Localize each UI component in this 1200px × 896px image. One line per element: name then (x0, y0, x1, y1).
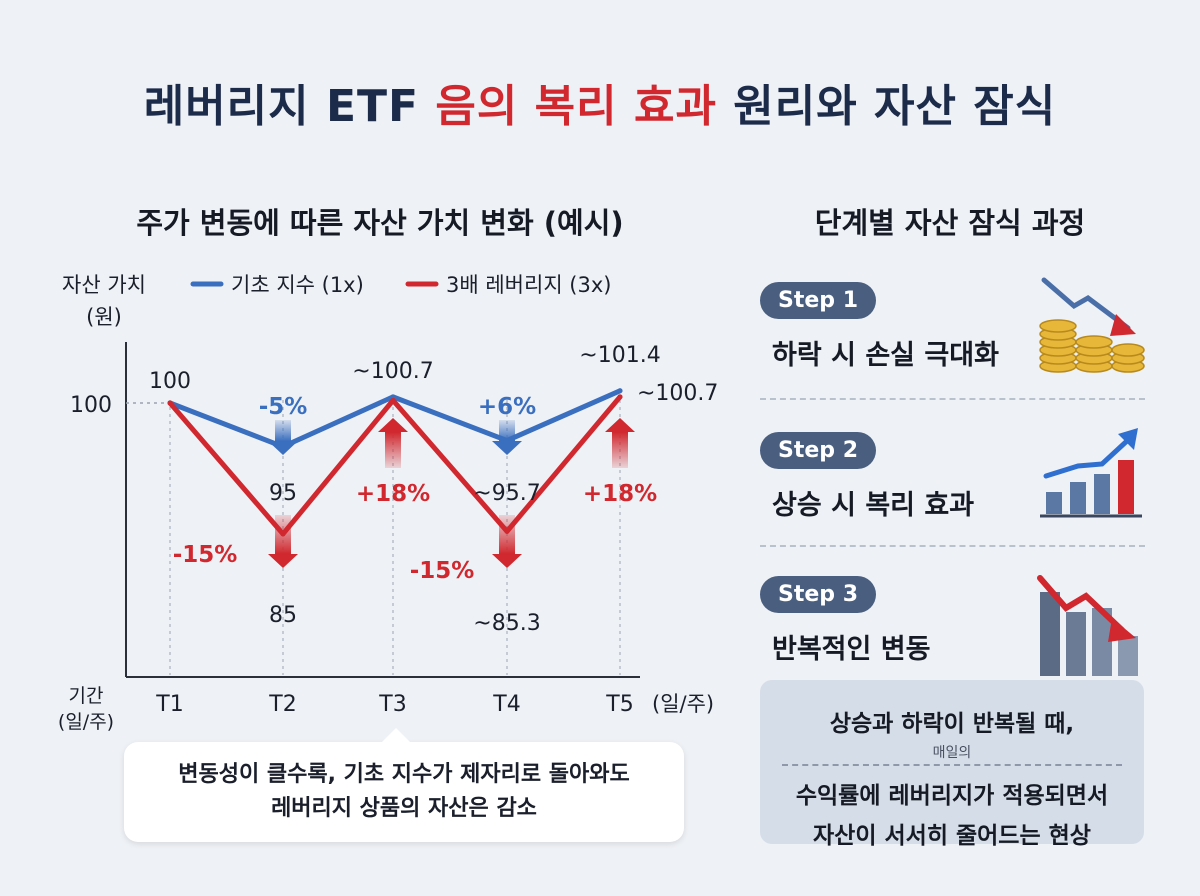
change-label: +18% (356, 481, 430, 507)
leverage-line-chart: 100 자산 가치 (원) 기간 (일/주) (일/주) T1 T2 T3 T4 T5 기초 지수 … (58, 273, 719, 733)
lev-up-arrow-head (378, 418, 408, 432)
callout-line2: 레버리지 상품의 자산은 감소 (271, 796, 537, 821)
x-tick-label: T1 (155, 692, 183, 717)
step-2: Step 2 상승 시 복리 효과 (760, 432, 1150, 522)
title-highlight: 음의 복리 효과 (435, 81, 717, 132)
base-down-arrow-shaft (275, 420, 291, 441)
lev-down-arrow-shaft (275, 515, 291, 554)
step-divider (760, 545, 1145, 547)
y-axis-title-line1: 자산 가치 (62, 273, 146, 297)
base-down-arrow-shaft (499, 420, 515, 441)
x-axis-title-line1: 기간 (69, 685, 104, 707)
base-down-arrow-head (268, 441, 298, 455)
chart-subtitle: 주가 변동에 따른 자산 가치 변화 (예시) (136, 206, 624, 240)
x-axis-title-line2: (일/주) (58, 711, 114, 733)
chart-callout: 변동성이 클수록, 기초 지수가 제자리로 돌아와도 레버리지 상품의 자산은 … (124, 728, 684, 842)
step-divider (760, 398, 1145, 400)
steps-subtitle: 단계별 자산 잠식 과정 (814, 206, 1086, 240)
change-label: +18% (583, 481, 657, 507)
summary-box: 상승과 하락이 반복될 때, 매일의 수익률에 레버리지가 적용되면서 자산이 … (760, 680, 1144, 849)
bars-down-icon (1037, 575, 1138, 676)
x-tick-label: T3 (378, 692, 406, 717)
step-1-label: 하락 시 손실 극대화 (772, 340, 999, 371)
step-2-label: 상승 시 복리 효과 (772, 490, 975, 521)
step-1: Step 1 하락 시 손실 극대화 (760, 282, 1150, 372)
title-part1: 레버리지 ETF (143, 81, 436, 132)
callout-line1: 변동성이 클수록, 기초 지수가 제자리로 돌아와도 (178, 762, 630, 787)
lev-down-arrow-head (268, 554, 298, 568)
x-tick-label: T5 (605, 692, 633, 717)
legend-lev-label: 3배 레버리지 (3x) (446, 273, 612, 297)
change-label: -5% (259, 394, 308, 420)
point-label: ~101.4 (579, 343, 660, 368)
y-axis-title-line2: (원) (86, 305, 122, 329)
leverage-point (617, 394, 623, 400)
summary-small: 매일의 (932, 745, 972, 761)
lev-up-arrow-shaft (612, 432, 628, 468)
bars-up-icon (1040, 428, 1142, 518)
legend-base-label: 기초 지수 (1x) (231, 273, 364, 297)
base-point (617, 388, 623, 394)
x-tick-label: T4 (492, 692, 520, 717)
base-down-arrow-head (492, 441, 522, 455)
leverage-point (390, 397, 396, 403)
point-label: 100 (149, 369, 191, 394)
point-label: ~95.7 (473, 481, 540, 506)
point-label: 85 (269, 603, 297, 628)
coins-down-icon (1039, 277, 1145, 373)
lev-up-arrow-head (605, 418, 635, 432)
summary-line3: 자산이 서서히 줄어드는 현상 (813, 823, 1091, 849)
point-label: ~85.3 (473, 611, 540, 636)
title-part2: 원리와 자산 잠식 (716, 81, 1057, 132)
lev-up-arrow-shaft (385, 432, 401, 468)
x-axis-unit: (일/주) (652, 692, 714, 716)
base-point (390, 394, 396, 400)
x-tick-label: T2 (268, 692, 296, 717)
point-label: 95 (269, 481, 297, 506)
summary-divider (782, 764, 1122, 766)
change-label: -15% (410, 558, 475, 584)
page-title: 레버리지 ETF 음의 복리 효과 원리와 자산 잠식 (0, 70, 1200, 134)
lev-down-arrow-head (492, 554, 522, 568)
point-label: ~100.7 (352, 359, 433, 384)
lev-down-arrow-shaft (499, 515, 515, 554)
point-label: ~100.7 (637, 381, 718, 406)
step-3-label: 반복적인 변동 (772, 634, 931, 665)
step-2-badge: Step 2 (760, 432, 876, 469)
summary-line1: 상승과 하락이 반복될 때, (829, 711, 1075, 737)
step-1-badge: Step 1 (760, 282, 876, 319)
y-tick-label: 100 (70, 393, 112, 418)
step-3-badge: Step 3 (760, 576, 876, 613)
change-label: -15% (173, 542, 238, 568)
leverage-point (167, 400, 173, 406)
change-label: +6% (478, 394, 536, 420)
summary-line2: 수익률에 레버리지가 적용되면서 (795, 783, 1109, 809)
step-3: Step 3 반복적인 변동 (760, 576, 1150, 666)
